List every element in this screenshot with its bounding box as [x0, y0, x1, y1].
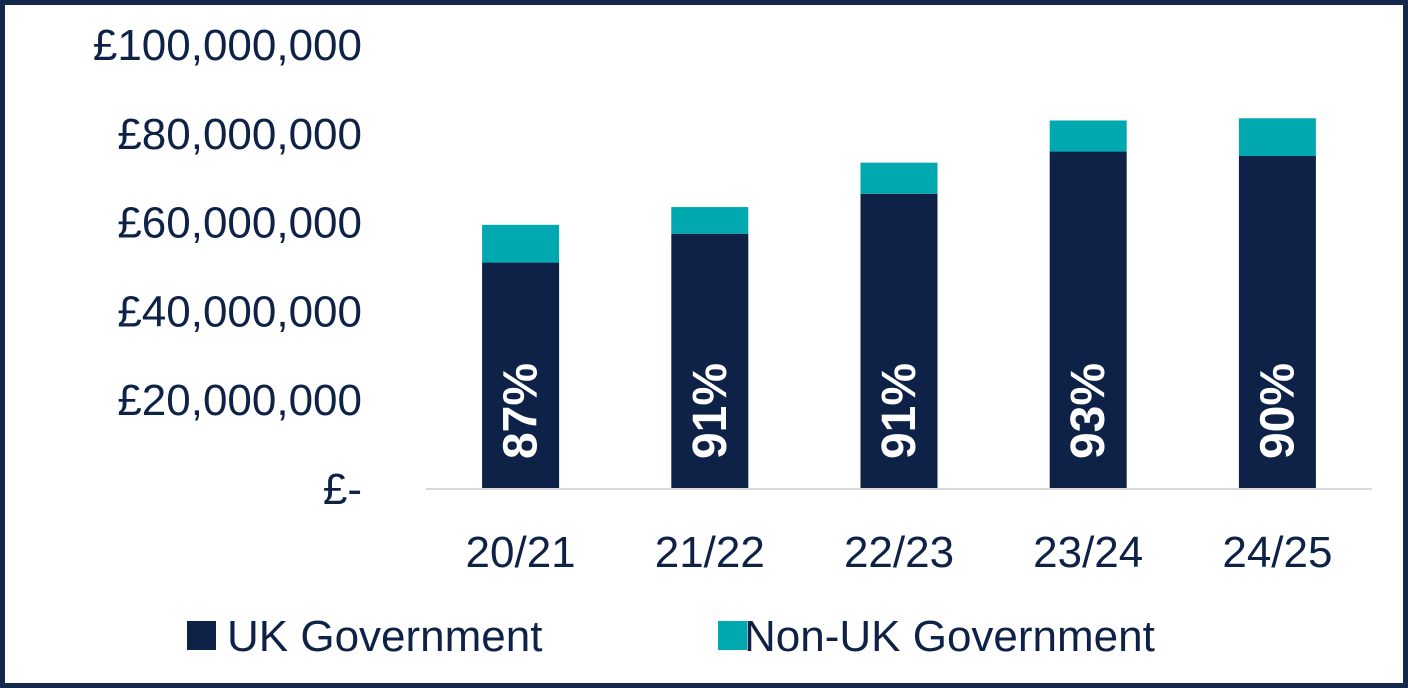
legend-label: Non-UK Government [744, 612, 1155, 661]
y-axis: £- £20,000,000 £40,000,000 £60,000,000 £80,0… [93, 21, 362, 514]
bar-data-label: 93% [1062, 363, 1115, 459]
x-tick-label: 23/24 [1033, 528, 1143, 577]
bar-uk-government [482, 262, 560, 489]
bar-data-label: 91% [873, 363, 926, 459]
bar-non-uk-government [482, 224, 560, 263]
y-tick-label: £60,000,000 [117, 199, 362, 248]
y-tick-label: £- [323, 465, 362, 514]
bar-data-label: 91% [684, 363, 737, 459]
bar-non-uk-government [671, 207, 749, 234]
bar-data-label: 87% [495, 363, 548, 459]
y-tick-label: £100,000,000 [93, 21, 362, 70]
x-tick-label: 22/23 [844, 528, 954, 577]
bar-uk-government [671, 233, 749, 489]
x-tick-label: 21/22 [655, 528, 765, 577]
y-tick-label: £20,000,000 [117, 376, 362, 425]
x-tick-label: 24/25 [1222, 528, 1332, 577]
bar-uk-government [860, 193, 938, 490]
bar-non-uk-government [860, 162, 938, 194]
bar-data-label: 90% [1251, 363, 1304, 459]
bar-uk-government [1238, 156, 1316, 489]
bar-non-uk-government [1049, 120, 1127, 152]
bar-uk-government [1049, 151, 1127, 489]
y-tick-label: £40,000,000 [117, 287, 362, 336]
legend-swatch [718, 621, 747, 650]
x-axis: 20/21 21/22 22/23 23/24 24/25 [466, 528, 1333, 577]
legend-label: UK Government [227, 612, 542, 661]
y-tick-label: £80,000,000 [117, 110, 362, 159]
legend-swatch [187, 621, 216, 650]
bar-non-uk-government [1238, 118, 1316, 156]
bars: 87% 91% 91% 93% 90% [482, 118, 1316, 490]
x-tick-label: 20/21 [466, 528, 576, 577]
legend: UK Government Non-UK Government [187, 612, 1155, 661]
